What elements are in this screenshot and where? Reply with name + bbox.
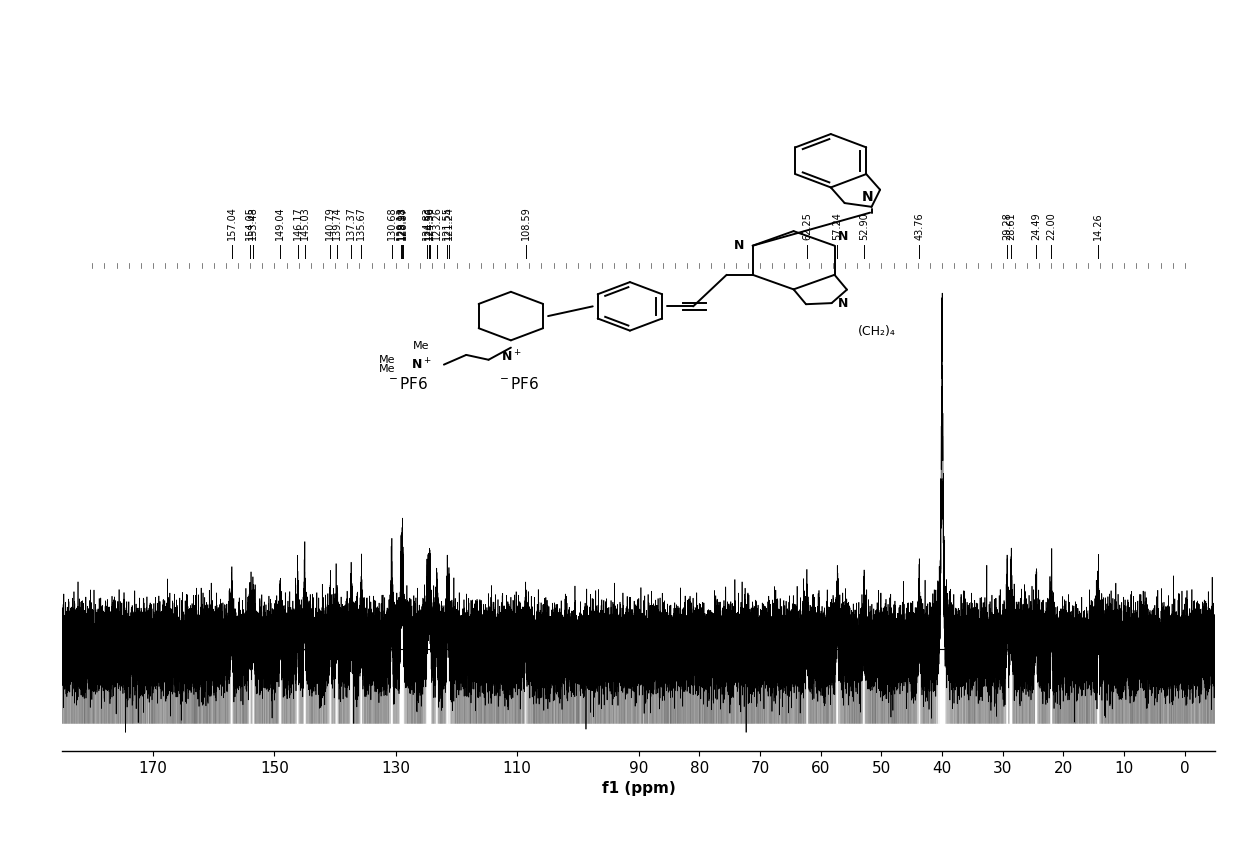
Text: N$^+$: N$^+$: [501, 350, 521, 364]
Text: 52.90: 52.90: [859, 212, 869, 240]
Text: 149.04: 149.04: [275, 206, 285, 240]
Text: 123.26: 123.26: [432, 206, 441, 240]
Text: 121.55: 121.55: [443, 206, 453, 240]
Text: 154.05: 154.05: [244, 206, 255, 240]
Text: 146.17: 146.17: [293, 206, 303, 240]
Text: N$^+$: N$^+$: [412, 357, 432, 372]
Text: 43.76: 43.76: [914, 212, 924, 240]
Text: 24.49: 24.49: [1032, 212, 1042, 240]
Text: 124.36: 124.36: [425, 206, 435, 240]
Text: 145.03: 145.03: [300, 206, 310, 240]
Text: 108.59: 108.59: [521, 206, 531, 240]
Text: 140.79: 140.79: [325, 206, 335, 240]
Text: 137.37: 137.37: [346, 206, 356, 240]
Text: 129.13: 129.13: [396, 206, 407, 240]
Text: 29.28: 29.28: [1002, 212, 1012, 240]
Text: 22.00: 22.00: [1047, 212, 1056, 240]
Text: Me: Me: [379, 355, 396, 365]
Text: 124.83: 124.83: [422, 206, 433, 240]
Text: Me: Me: [413, 341, 430, 351]
Text: 128.98: 128.98: [397, 206, 407, 240]
Text: 28.61: 28.61: [1006, 212, 1017, 240]
Text: 130.68: 130.68: [387, 206, 397, 240]
Text: N: N: [862, 191, 874, 205]
Text: (CH₂)₄: (CH₂)₄: [858, 325, 895, 338]
Text: $^-$PF6: $^-$PF6: [497, 376, 539, 392]
X-axis label: f1 (ppm): f1 (ppm): [601, 781, 676, 796]
Text: N: N: [838, 230, 848, 243]
Text: 57.24: 57.24: [832, 212, 842, 240]
Text: $^-$PF6: $^-$PF6: [386, 376, 428, 392]
Text: 128.87: 128.87: [398, 206, 408, 240]
Text: 14.26: 14.26: [1094, 212, 1104, 240]
Text: 153.48: 153.48: [248, 206, 258, 240]
Text: 124.56: 124.56: [424, 206, 434, 240]
Text: N: N: [837, 297, 848, 310]
Text: 121.24: 121.24: [444, 206, 454, 240]
Text: 135.67: 135.67: [356, 206, 366, 240]
Text: 62.25: 62.25: [802, 212, 812, 240]
Text: N: N: [733, 239, 744, 252]
Text: 139.74: 139.74: [332, 206, 342, 240]
Text: 157.04: 157.04: [227, 206, 237, 240]
Text: Me: Me: [379, 364, 396, 375]
